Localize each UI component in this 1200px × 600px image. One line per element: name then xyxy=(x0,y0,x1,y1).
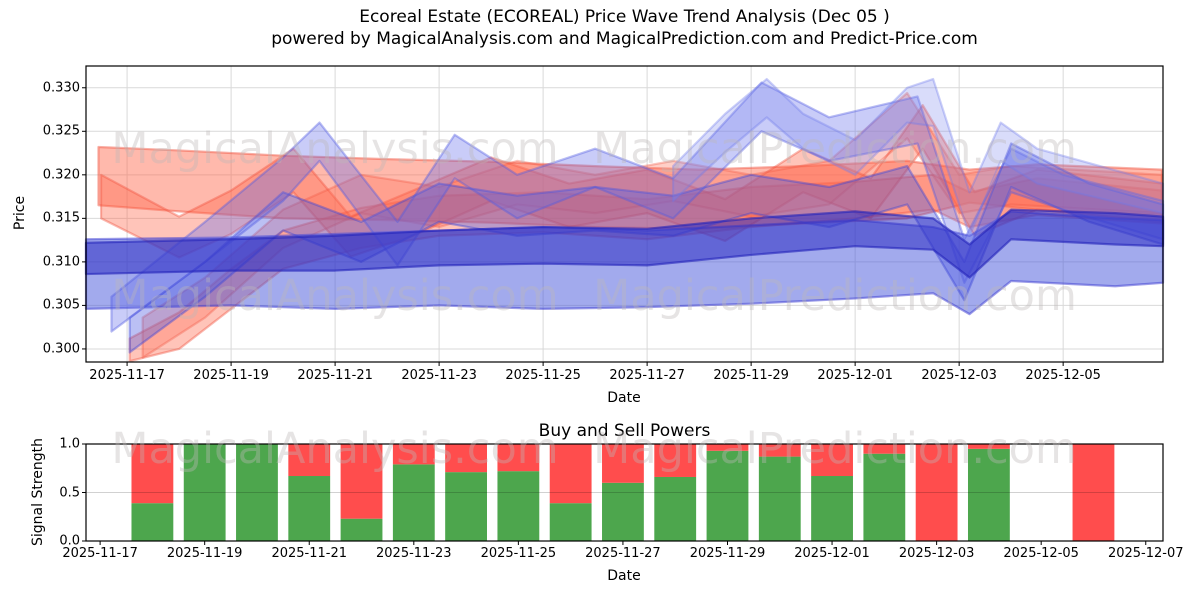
power-xtick-label: 2025-12-05 xyxy=(1003,546,1079,561)
price-xtick-label: 2025-11-29 xyxy=(713,368,789,383)
price-xtick-label: 2025-12-03 xyxy=(921,368,997,383)
price-ytick-label: 0.330 xyxy=(42,80,80,96)
price-xtick-label: 2025-11-27 xyxy=(609,368,685,383)
buy-bar-2025-11-18 xyxy=(131,503,174,541)
buy-bar-2025-11-30 xyxy=(758,456,801,541)
price-ytick-label: 0.320 xyxy=(42,167,80,183)
sell-bar-2025-11-28 xyxy=(654,444,697,477)
sell-bar-2025-11-23 xyxy=(392,444,435,465)
price-xtick-label: 2025-11-25 xyxy=(505,368,581,383)
price-plot-frame xyxy=(85,65,1164,363)
price-xtick-label: 2025-11-19 xyxy=(193,368,269,383)
buy-bar-2025-11-26 xyxy=(549,503,592,541)
buy-bar-2025-12-01 xyxy=(811,476,853,541)
power-xtick-label: 2025-12-03 xyxy=(898,546,975,561)
sell-bar-2025-11-21 xyxy=(288,444,331,477)
power-xtick-label: 2025-12-01 xyxy=(794,546,870,561)
buy-sell-power-chart xyxy=(82,443,1164,545)
power-ytick-label: 0.0 xyxy=(59,533,80,549)
buy-bar-2025-12-04 xyxy=(967,448,1010,541)
sell-bar-2025-11-26 xyxy=(549,444,592,504)
price-band-red-flat-channel xyxy=(97,145,1164,230)
power-xtick-label: 2025-11-19 xyxy=(166,546,243,561)
buy-bar-2025-11-23 xyxy=(392,464,435,541)
power-xtick-label: 2025-11-23 xyxy=(376,546,452,561)
sell-bar-2025-12-03 xyxy=(915,444,958,541)
price-ytick-label: 0.325 xyxy=(42,123,80,139)
buy-bar-2025-11-28 xyxy=(654,476,697,541)
sell-bar-2025-12-04 xyxy=(967,444,1010,449)
price-xtick-label: 2025-11-17 xyxy=(89,368,165,383)
buy-bar-2025-11-27 xyxy=(602,482,644,541)
power-xtick-label: 2025-12-07 xyxy=(1107,546,1184,561)
buy-bar-2025-11-19 xyxy=(183,444,226,541)
sell-bar-2025-12-01 xyxy=(811,444,853,477)
price-xtick-label: 2025-11-21 xyxy=(297,368,373,383)
sell-bar-2025-11-27 xyxy=(602,444,644,483)
power-ytick-label: 1.0 xyxy=(59,436,80,452)
price-ytick-label: 0.310 xyxy=(42,254,80,270)
power-ytick-label: 0.5 xyxy=(59,485,80,500)
power-chart-title: Buy and Sell Powers xyxy=(538,421,711,441)
price-ytick-label: 0.315 xyxy=(42,210,80,226)
power-xtick-label: 2025-11-29 xyxy=(689,546,766,561)
power-xtick-label: 2025-11-25 xyxy=(480,546,557,561)
price-ytick-label: 0.300 xyxy=(42,341,80,357)
price-xtick-label: 2025-12-01 xyxy=(817,368,893,383)
figure-title: Ecoreal Estate (ECOREAL) Price Wave Tren… xyxy=(359,7,890,27)
price-x-axis-label: Date xyxy=(607,390,641,406)
power-x-axis-label: Date xyxy=(607,568,641,584)
sell-bar-2025-11-24 xyxy=(445,444,487,473)
buy-bar-2025-11-21 xyxy=(288,476,331,541)
sell-bar-2025-11-30 xyxy=(758,444,801,457)
sell-bar-2025-12-06 xyxy=(1072,444,1115,541)
figure-subtitle: powered by MagicalAnalysis.com and Magic… xyxy=(271,29,978,49)
buy-bar-2025-12-02 xyxy=(863,453,906,541)
buy-bar-2025-11-22 xyxy=(340,518,383,541)
price-band-red-upper-wave-band xyxy=(141,91,1164,359)
price-xtick-label: 2025-12-05 xyxy=(1025,368,1101,383)
buy-bar-2025-11-20 xyxy=(236,444,278,541)
power-xtick-label: 2025-11-17 xyxy=(62,546,138,561)
price-wave-chart xyxy=(82,65,1165,366)
sell-bar-2025-12-02 xyxy=(863,444,906,454)
sell-bar-2025-11-22 xyxy=(340,444,383,519)
buy-bar-2025-11-24 xyxy=(445,472,487,541)
power-xtick-label: 2025-11-27 xyxy=(585,546,661,561)
sell-bar-2025-11-25 xyxy=(497,444,540,472)
price-ytick-label: 0.305 xyxy=(42,297,80,313)
buy-bar-2025-11-29 xyxy=(706,450,749,541)
sell-bar-2025-11-18 xyxy=(131,444,174,504)
buy-bar-2025-11-25 xyxy=(497,471,540,541)
sell-bar-2025-11-29 xyxy=(706,444,749,451)
price-xtick-label: 2025-11-23 xyxy=(401,368,477,383)
power-xtick-label: 2025-11-21 xyxy=(271,546,348,561)
